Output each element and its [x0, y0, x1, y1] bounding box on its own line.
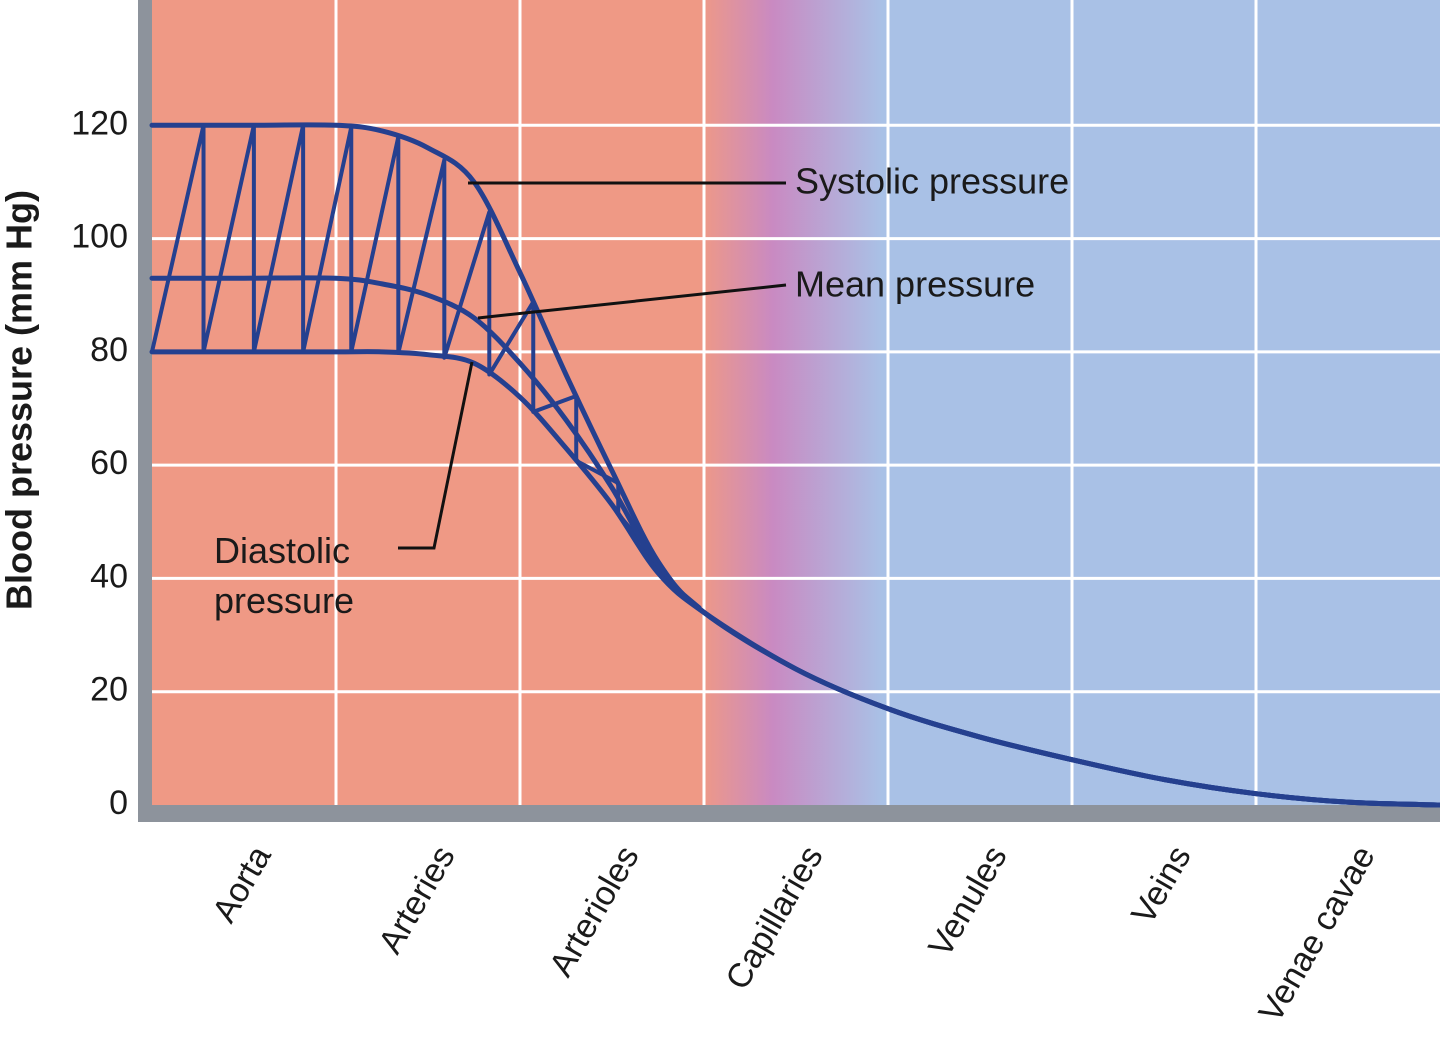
x-tick-label: Veins: [1124, 839, 1199, 930]
y-tick-label: 100: [71, 218, 128, 256]
annotation: Diastolic pressure: [214, 530, 355, 621]
x-tick-label: Arteries: [371, 839, 462, 959]
y-tick-label: 0: [109, 784, 128, 822]
x-tick-label: Venules: [921, 839, 1014, 963]
x-tick-label: Arterioles: [542, 839, 647, 982]
series-line: [149, 349, 1440, 808]
x-tick-label: Aorta: [205, 839, 279, 928]
venous-background: [882, 0, 1440, 805]
annotation: Systolic pressure: [795, 161, 1069, 202]
x-tick-label: Venae cavae: [1251, 839, 1382, 1028]
x-axis: [138, 805, 1440, 822]
y-tick-label: 120: [71, 104, 128, 142]
arterial-background: [152, 0, 700, 805]
y-tick-label: 60: [90, 444, 128, 482]
y-tick-label: 80: [90, 331, 128, 369]
background: [152, 0, 1440, 805]
y-tick-label: 20: [90, 671, 128, 709]
leader-line: [398, 361, 474, 550]
transition-background: [700, 0, 882, 805]
y-axis-label: Blood pressure (mm Hg): [0, 190, 40, 610]
leader-line: [477, 283, 787, 320]
annotation: Mean pressure: [795, 264, 1035, 305]
x-tick-label: Capillaries: [718, 839, 830, 995]
y-axis: [138, 0, 152, 822]
marks: [149, 122, 1440, 808]
y-tick-label: 40: [90, 557, 128, 595]
